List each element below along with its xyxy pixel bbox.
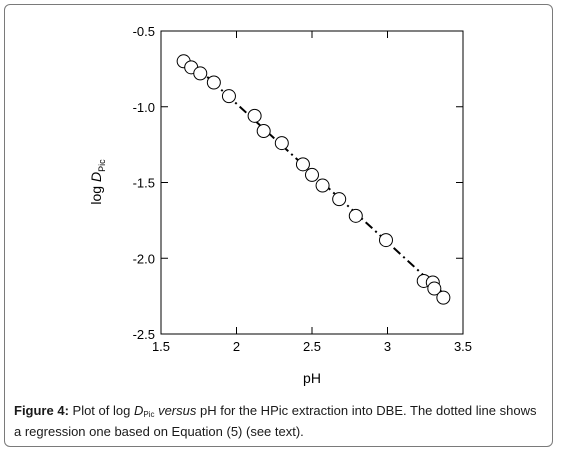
x-ticks: 1.5 2 2.5 3 3.5: [152, 31, 472, 354]
chart: 1.5 2 2.5 3 3.5 -0.5 -1.0 -1.5 -2.0 -2.5 pH log …: [88, 24, 472, 386]
y-tick-label: -2.5: [133, 327, 155, 342]
data-point: [247, 108, 262, 123]
x-tick-label: 2.5: [303, 339, 321, 354]
y-axis-title: log DPic: [88, 159, 107, 205]
data-point: [305, 167, 319, 182]
caption-versus: versus: [154, 403, 197, 418]
y-tick-label: -1.5: [133, 176, 155, 191]
x-axis-title: pH: [303, 370, 321, 386]
y-ticks: -0.5 -1.0 -1.5 -2.0 -2.5: [133, 24, 463, 342]
x-tick-label: 2: [233, 339, 240, 354]
data-point: [193, 66, 208, 81]
y-tick-label: -0.5: [133, 24, 155, 39]
y-axis-title-sub: Pic: [97, 159, 107, 172]
data-point: [348, 208, 363, 223]
data-points: [176, 54, 451, 305]
data-point: [436, 290, 451, 305]
data-point: [295, 157, 310, 172]
caption-d: D: [133, 403, 144, 418]
data-point: [315, 178, 330, 193]
data-point: [378, 233, 393, 248]
y-axis-title-prefix: log: [88, 182, 104, 205]
caption-text-2: pH for the HPic extraction into DBE. The…: [14, 403, 537, 439]
caption-text-1: Plot of log: [68, 403, 134, 418]
data-point: [427, 281, 442, 296]
caption-label: Figure 4:: [14, 403, 69, 418]
x-tick-label: 3.5: [454, 339, 472, 354]
y-tick-label: -2.0: [133, 251, 155, 266]
data-point: [274, 136, 289, 151]
data-point: [221, 89, 236, 104]
caption-sub: Pic: [143, 410, 155, 419]
y-tick-label: -1.0: [133, 100, 155, 115]
figure-caption: Figure 4: Plot of log DPic versus pH for…: [14, 402, 544, 440]
y-axis-title-var: D: [88, 172, 104, 182]
figure-frame: [4, 4, 553, 447]
data-point: [256, 123, 271, 138]
data-point: [206, 75, 221, 90]
x-tick-label: 3: [384, 339, 391, 354]
x-tick-label: 1.5: [152, 339, 170, 354]
data-point: [332, 192, 347, 207]
